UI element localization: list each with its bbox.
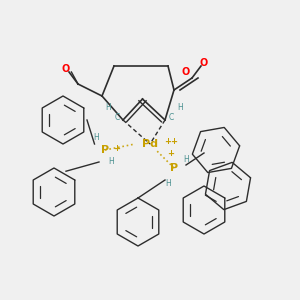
Text: H: H: [177, 103, 183, 112]
Text: C: C: [114, 112, 120, 122]
Text: H: H: [108, 158, 114, 166]
Text: H: H: [105, 103, 111, 112]
Text: O: O: [200, 58, 208, 68]
Text: +: +: [167, 148, 175, 158]
Text: P: P: [170, 163, 178, 173]
Text: C: C: [168, 112, 174, 122]
Text: H: H: [165, 178, 171, 188]
Text: H: H: [93, 134, 99, 142]
Text: Pd: Pd: [142, 139, 158, 149]
Text: O: O: [62, 64, 70, 74]
Text: O: O: [182, 67, 190, 77]
Text: +: +: [113, 144, 121, 153]
Text: P: P: [101, 145, 109, 155]
Text: H: H: [183, 154, 189, 164]
Text: ++: ++: [164, 136, 178, 146]
